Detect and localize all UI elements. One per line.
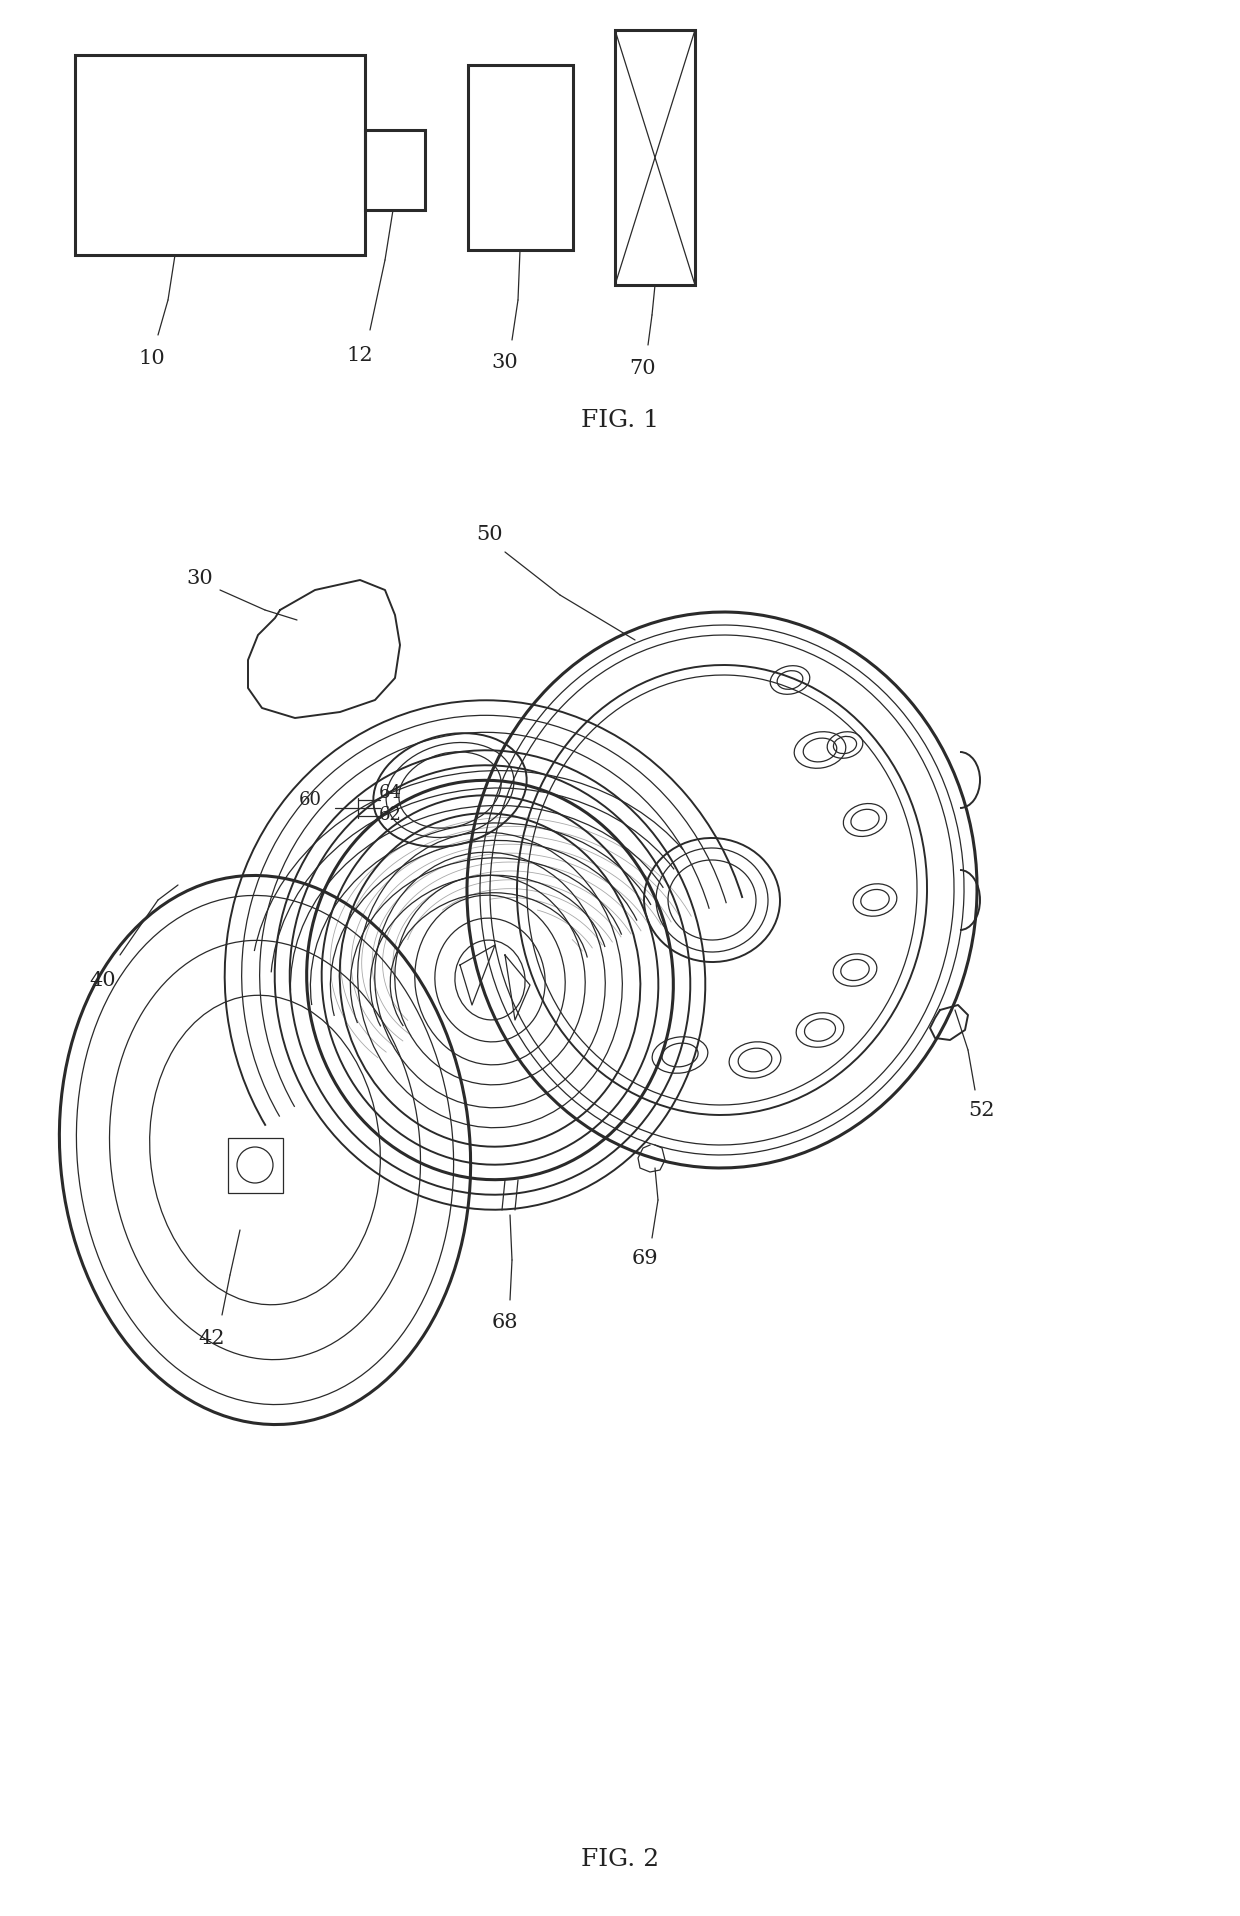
Bar — [74, 56, 365, 255]
Text: 52: 52 — [968, 1100, 996, 1119]
Bar — [228, 1138, 283, 1194]
Text: 50: 50 — [476, 525, 503, 544]
Text: 40: 40 — [89, 971, 117, 989]
Text: 30: 30 — [491, 353, 518, 372]
Bar — [467, 65, 573, 249]
Text: 64: 64 — [378, 784, 402, 803]
Text: 10: 10 — [139, 349, 165, 368]
Text: FIG. 2: FIG. 2 — [580, 1849, 660, 1872]
Bar — [365, 130, 425, 211]
Text: 42: 42 — [198, 1328, 226, 1347]
Text: 68: 68 — [492, 1312, 518, 1332]
Text: 12: 12 — [347, 345, 373, 364]
Text: 60: 60 — [299, 791, 321, 809]
Text: FIG. 1: FIG. 1 — [582, 408, 658, 431]
Text: 69: 69 — [631, 1249, 658, 1268]
Text: 70: 70 — [630, 358, 656, 377]
Text: 62: 62 — [378, 807, 402, 824]
Text: 30: 30 — [187, 569, 213, 588]
Bar — [615, 31, 694, 285]
